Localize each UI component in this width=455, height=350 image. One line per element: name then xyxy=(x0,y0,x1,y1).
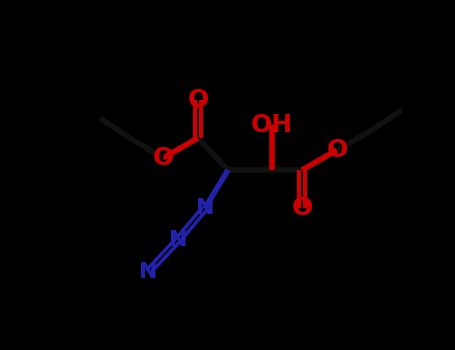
Text: O: O xyxy=(326,138,348,162)
Text: O: O xyxy=(187,88,209,112)
Text: N: N xyxy=(169,230,187,250)
Text: O: O xyxy=(291,196,313,220)
Text: O: O xyxy=(152,146,174,170)
Text: OH: OH xyxy=(251,113,293,137)
Text: N: N xyxy=(139,262,157,282)
Text: N: N xyxy=(196,198,214,218)
